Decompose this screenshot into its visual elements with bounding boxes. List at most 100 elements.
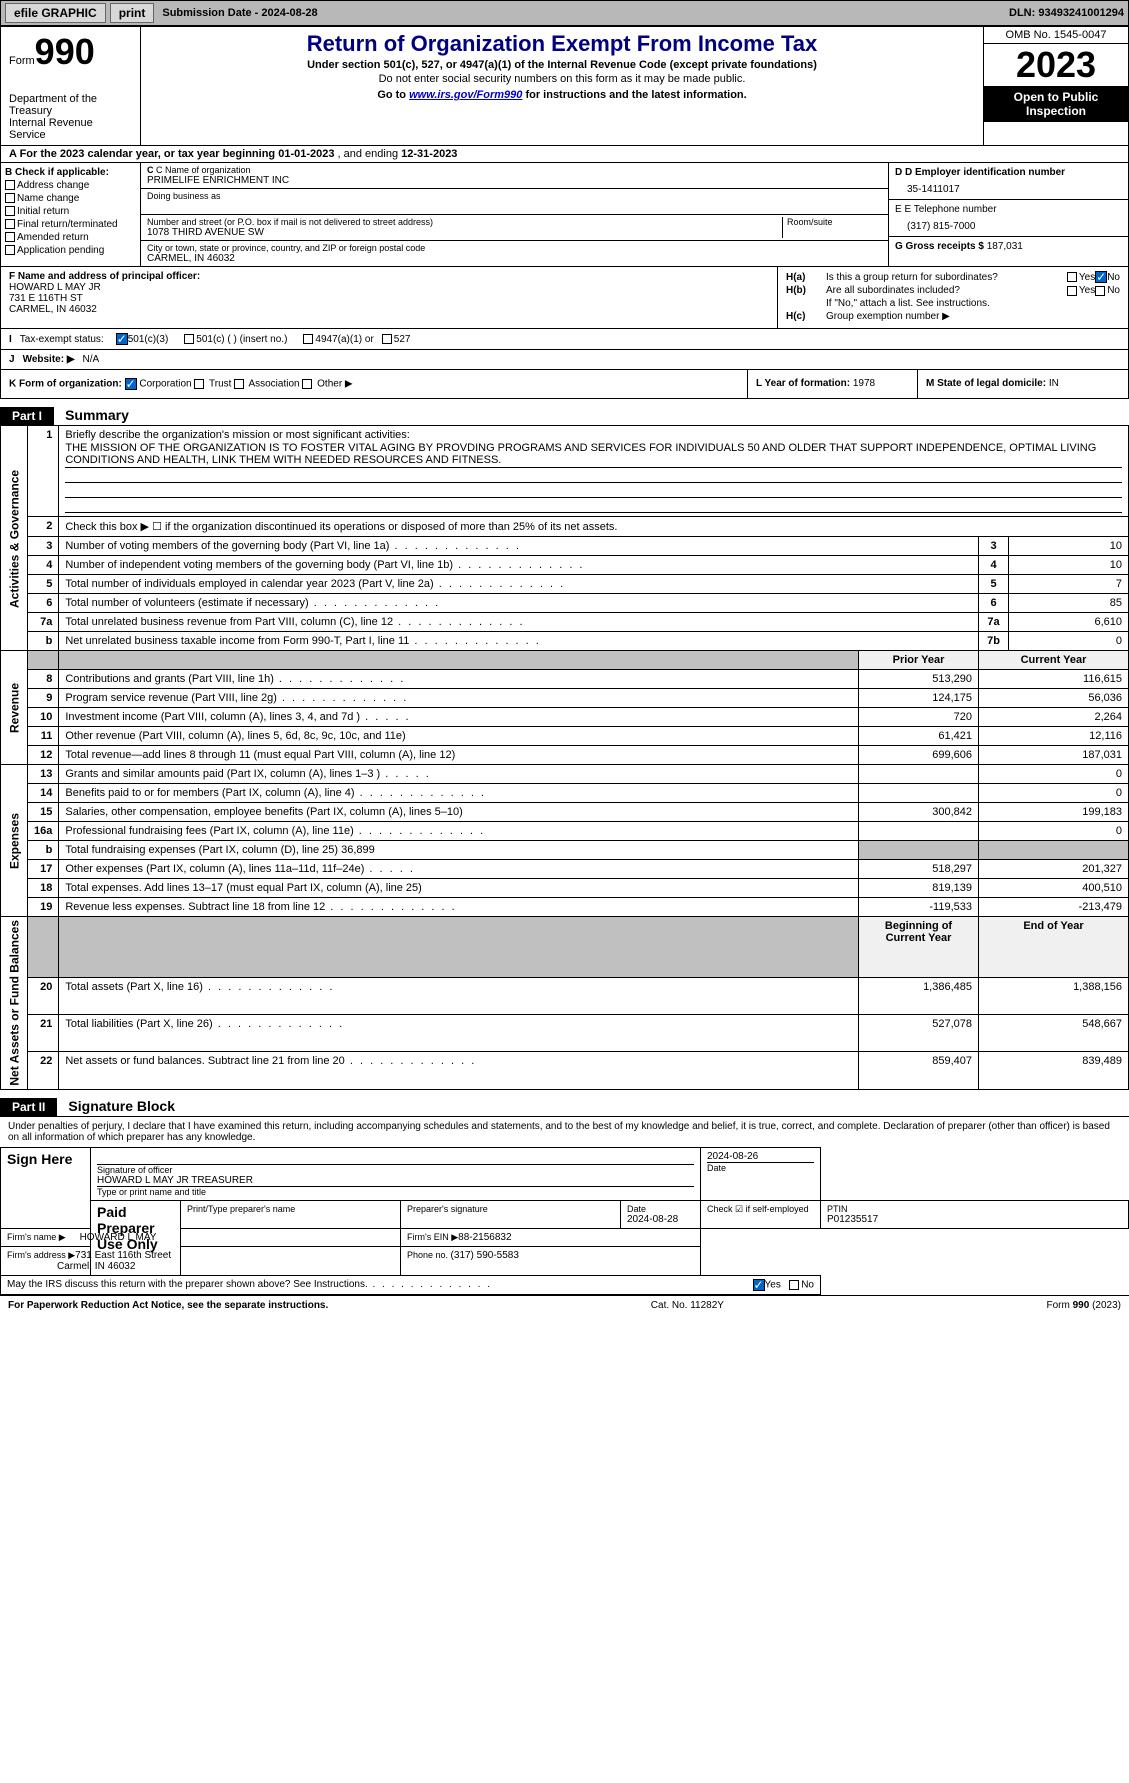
irs-label: Internal Revenue Service	[9, 117, 132, 141]
chk-527[interactable]	[382, 334, 392, 344]
l-val: 1978	[853, 378, 875, 389]
ein-val: 35-1411017	[895, 184, 1122, 195]
p10: 720	[859, 708, 979, 727]
l13: Grants and similar amounts paid (Part IX…	[65, 768, 430, 780]
chk-assoc[interactable]	[234, 379, 244, 389]
l7a: Total unrelated business revenue from Pa…	[65, 616, 524, 628]
irs-link[interactable]: www.irs.gov/Form990	[409, 89, 522, 101]
l19: Revenue less expenses. Subtract line 18 …	[65, 901, 456, 913]
chk-corp[interactable]	[125, 378, 137, 390]
c10: 2,264	[979, 708, 1129, 727]
ptin-val: P01235517	[827, 1214, 1122, 1225]
firm-ein-lbl: Firm's EIN ▶	[407, 1232, 458, 1242]
ein-lbl: D D Employer identification number	[895, 167, 1065, 178]
col-b: B Check if applicable: Address change Na…	[1, 163, 141, 266]
c12: 187,031	[979, 746, 1129, 765]
section-a-mid: , and ending	[334, 148, 401, 160]
firm-name: HOWARD L MAY	[80, 1232, 157, 1243]
v3: 10	[1009, 537, 1129, 556]
mission-text: THE MISSION OF THE ORGANIZATION IS TO FO…	[65, 441, 1122, 468]
submission-date: Submission Date - 2024-08-28	[162, 7, 317, 19]
current-hdr: Current Year	[979, 651, 1129, 670]
part2-header-row: Part II Signature Block	[0, 1090, 1129, 1116]
lbl-corp: Corporation	[139, 379, 191, 390]
dba-lbl: Doing business as	[147, 191, 882, 201]
officer-row: F Name and address of principal officer:…	[0, 267, 1129, 329]
c8: 116,615	[979, 670, 1129, 689]
v4: 10	[1009, 556, 1129, 575]
tax-status-lbl: Tax-exempt status:	[20, 334, 104, 345]
l-lbl: L Year of formation:	[756, 378, 853, 389]
lbl-trust: Trust	[209, 379, 231, 390]
l12: Total revenue—add lines 8 through 11 (mu…	[59, 746, 859, 765]
l2: Check this box ▶ ☐ if the organization d…	[59, 517, 1129, 537]
l14: Benefits paid to or for members (Part IX…	[65, 787, 486, 799]
efile-button[interactable]: efile GRAPHIC	[5, 3, 106, 23]
section-a-pre: A For the 2023 calendar year, or tax yea…	[9, 148, 278, 160]
public-inspection: Open to Public Inspection	[984, 86, 1128, 122]
org-city: CARMEL, IN 46032	[147, 253, 882, 264]
chk-4947[interactable]	[303, 334, 313, 344]
discuss-yes[interactable]	[753, 1279, 765, 1291]
chk-name[interactable]	[5, 193, 15, 203]
officer-lbl: F Name and address of principal officer:	[9, 271, 200, 282]
lbl-name: Name change	[17, 193, 79, 204]
chk-trust[interactable]	[194, 379, 204, 389]
ha-no[interactable]	[1095, 271, 1107, 283]
chk-final[interactable]	[5, 219, 15, 229]
addr-lbl: Number and street (or P.O. box if mail i…	[147, 217, 782, 227]
p15: 300,842	[859, 803, 979, 822]
part1-tab: Part I	[0, 407, 54, 425]
v6: 85	[1009, 594, 1129, 613]
discuss-text: May the IRS discuss this return with the…	[7, 1279, 492, 1290]
ha-yes[interactable]	[1067, 272, 1077, 282]
p11: 61,421	[859, 727, 979, 746]
chk-addr[interactable]	[5, 180, 15, 190]
hb-lbl: H(b)	[786, 285, 826, 296]
room-lbl: Room/suite	[787, 217, 882, 227]
col-b-hdr: B Check if applicable:	[5, 167, 109, 178]
lbl-app: Application pending	[17, 245, 104, 256]
check-self: Check ☑ if self-employed	[701, 1200, 821, 1228]
hc-lbl: H(c)	[786, 311, 826, 322]
ptin-lbl: PTIN	[827, 1204, 1122, 1214]
chk-init[interactable]	[5, 206, 15, 216]
lbl-addr: Address change	[17, 180, 89, 191]
chk-amend[interactable]	[5, 232, 15, 242]
hb-yes[interactable]	[1067, 286, 1077, 296]
officer-name: HOWARD L MAY JR	[9, 282, 101, 293]
b21: 527,078	[859, 1015, 979, 1052]
form-header: Form990 Department of the Treasury Inter…	[0, 26, 1129, 146]
org-name: PRIMELIFE ENRICHMENT INC	[147, 175, 882, 186]
officer-sig-name: HOWARD L MAY JR TREASURER	[97, 1175, 694, 1186]
c17: 201,327	[979, 860, 1129, 879]
firm-addr1: 731 East 116th Street	[75, 1250, 171, 1261]
p19: -119,533	[859, 898, 979, 917]
chk-501c3[interactable]	[116, 333, 128, 345]
paperwork: For Paperwork Reduction Act Notice, see …	[8, 1300, 328, 1311]
lbl-501c: 501(c) ( ) (insert no.)	[196, 334, 287, 345]
hc-text: Group exemption number ▶	[826, 311, 950, 322]
dept-treasury: Department of the Treasury	[9, 93, 132, 117]
chk-other[interactable]	[302, 379, 312, 389]
chk-501c[interactable]	[184, 334, 194, 344]
vtab-activities: Activities & Governance	[1, 426, 28, 651]
hb-no[interactable]	[1095, 286, 1105, 296]
print-button[interactable]: print	[110, 3, 155, 23]
l1-lbl: Briefly describe the organization's miss…	[65, 429, 409, 441]
form-title: Return of Organization Exempt From Incom…	[145, 31, 979, 57]
m-lbl: M State of legal domicile:	[926, 378, 1049, 389]
firm-addr2: Carmel, IN 46032	[57, 1261, 135, 1272]
form-subtitle: Under section 501(c), 527, or 4947(a)(1)…	[145, 59, 979, 71]
form-number: 990	[35, 31, 95, 72]
l4: Number of independent voting members of …	[65, 559, 584, 571]
discuss-no[interactable]	[789, 1280, 799, 1290]
c16a: 0	[979, 822, 1129, 841]
v7a: 6,610	[1009, 613, 1129, 632]
sig-table: Sign Here Signature of officer HOWARD L …	[0, 1147, 1129, 1295]
l7b: Net unrelated business taxable income fr…	[65, 635, 540, 647]
chk-app[interactable]	[5, 245, 15, 255]
status-row: I Tax-exempt status: 501(c)(3) 501(c) ( …	[0, 329, 1129, 350]
section-a: A For the 2023 calendar year, or tax yea…	[0, 146, 1129, 163]
col-d: D D Employer identification number 35-14…	[888, 163, 1128, 266]
